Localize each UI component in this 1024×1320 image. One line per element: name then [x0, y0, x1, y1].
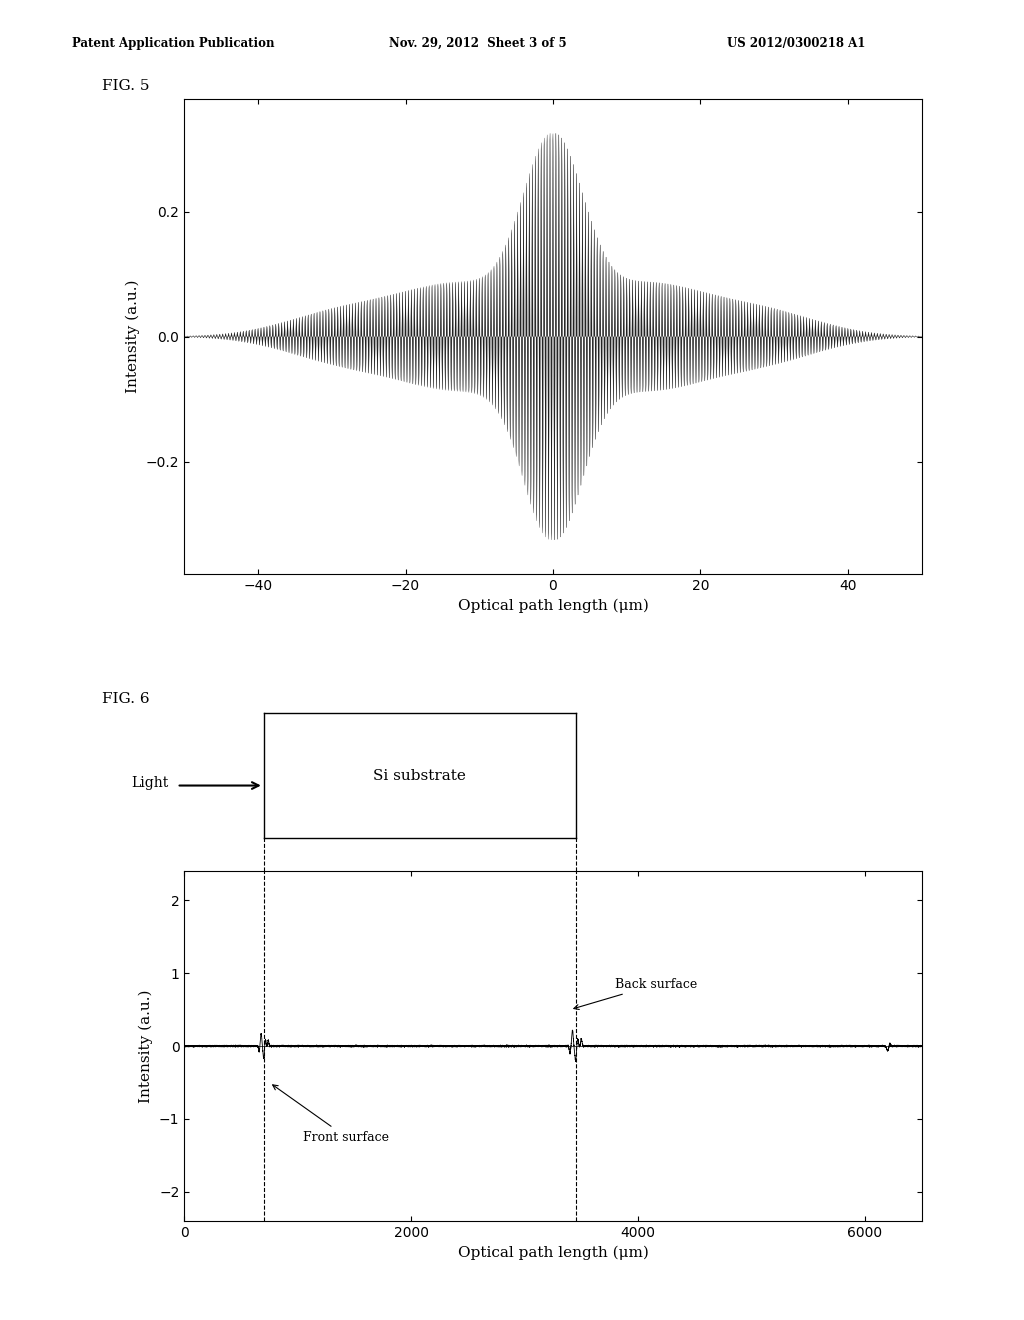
Text: Patent Application Publication: Patent Application Publication	[72, 37, 274, 50]
Text: Front surface: Front surface	[272, 1085, 389, 1143]
Text: Light: Light	[131, 776, 169, 789]
Text: FIG. 6: FIG. 6	[102, 692, 151, 706]
Y-axis label: Intensity (a.u.): Intensity (a.u.)	[126, 280, 140, 393]
Text: Back surface: Back surface	[573, 978, 697, 1010]
Text: Nov. 29, 2012  Sheet 3 of 5: Nov. 29, 2012 Sheet 3 of 5	[389, 37, 566, 50]
X-axis label: Optical path length (μm): Optical path length (μm)	[458, 598, 648, 612]
Text: US 2012/0300218 A1: US 2012/0300218 A1	[727, 37, 865, 50]
X-axis label: Optical path length (μm): Optical path length (μm)	[458, 1245, 648, 1259]
Y-axis label: Intensity (a.u.): Intensity (a.u.)	[139, 990, 154, 1102]
Text: FIG. 5: FIG. 5	[102, 79, 150, 94]
Text: Si substrate: Si substrate	[373, 768, 466, 783]
